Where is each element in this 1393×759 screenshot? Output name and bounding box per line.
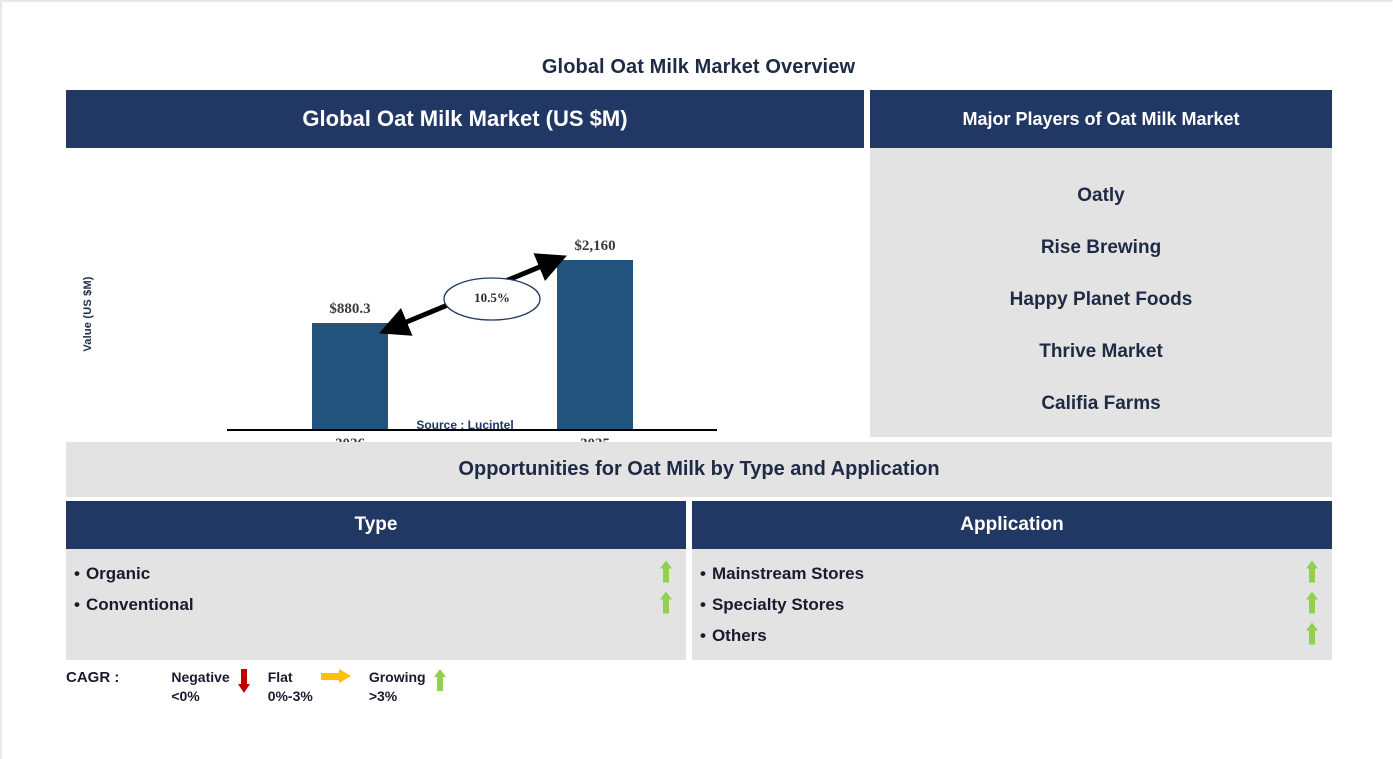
arrow-down-red-icon xyxy=(237,668,250,693)
type-item-label: Conventional xyxy=(85,594,194,614)
cagr-legend-entry-growing: Growing >3% xyxy=(369,668,454,706)
cagr-legend-title: CAGR : xyxy=(66,669,120,686)
opportunities-band-title: Opportunities for Oat Milk by Type and A… xyxy=(66,442,1332,497)
bullet-icon: • xyxy=(700,595,706,614)
bar-chart: Value (US $M) $880.3 $2,160 2026 2035 xyxy=(66,148,864,452)
bar-value-2026: $880.3 xyxy=(329,301,371,317)
application-panel: Application • Mainstream Stores • Specia… xyxy=(692,501,1332,660)
list-item: • Mainstream Stores xyxy=(692,558,1332,589)
type-item-label: Organic xyxy=(85,563,151,583)
trend-growing-arrow-up-icon xyxy=(660,560,672,587)
cagr-legend-range: <0% xyxy=(171,688,200,704)
cagr-legend-label: Growing xyxy=(368,669,426,685)
bar-2035 xyxy=(557,260,633,429)
trend-growing-arrow-up-icon xyxy=(1306,560,1318,587)
bar-value-2035: $2,160 xyxy=(574,238,616,254)
application-panel-header: Application xyxy=(692,501,1332,549)
major-players-panel: Major Players of Oat Milk Market Oatly R… xyxy=(870,90,1332,437)
list-item: • Specialty Stores xyxy=(692,589,1332,620)
application-item-label: Specialty Stores xyxy=(711,594,845,614)
trend-growing-arrow-up-icon xyxy=(1306,622,1318,649)
type-item-list: • Organic • Conventional xyxy=(66,549,686,620)
arrow-right-yellow-icon xyxy=(320,668,351,683)
type-panel-header: Type xyxy=(66,501,686,549)
bullet-icon: • xyxy=(700,564,706,583)
player-item: Thrive Market xyxy=(1039,341,1163,362)
list-item: • Conventional xyxy=(66,589,686,620)
major-players-list: Oatly Rise Brewing Happy Planet Foods Th… xyxy=(870,148,1332,437)
page-title: Global Oat Milk Market Overview xyxy=(541,56,856,78)
cagr-legend-entry-negative: Negative <0% xyxy=(171,668,257,706)
list-item: • Organic xyxy=(66,558,686,589)
application-item-list: • Mainstream Stores • Specialty Stores •… xyxy=(692,549,1332,651)
list-item: • Others xyxy=(692,620,1332,651)
player-item: Rise Brewing xyxy=(1040,237,1162,258)
bullet-icon: • xyxy=(700,626,706,645)
trend-growing-arrow-up-icon xyxy=(1306,591,1318,618)
cagr-legend-range: >3% xyxy=(368,688,398,704)
player-item: Oatly xyxy=(1077,185,1125,206)
chart-y-axis-label: Value (US $M) xyxy=(82,276,94,352)
cagr-legend-range: 0%-3% xyxy=(267,688,313,704)
trend-growing-arrow-up-icon xyxy=(660,591,672,618)
bullet-icon: • xyxy=(74,564,80,583)
market-chart-panel-header: Global Oat Milk Market (US $M) xyxy=(66,90,864,148)
bullet-icon: • xyxy=(74,595,80,614)
bar-2026 xyxy=(312,323,388,429)
cagr-legend-label: Negative xyxy=(171,669,230,685)
chart-source-note: Source : Lucintel xyxy=(416,418,514,432)
cagr-legend-label: Flat xyxy=(267,669,293,685)
cagr-callout-label: 10.5% xyxy=(474,290,510,305)
cagr-legend-entry-flat: Flat 0%-3% xyxy=(268,668,359,706)
arrow-up-green-icon xyxy=(433,668,446,691)
cagr-legend: CAGR : Negative <0% Flat 0%-3% Growing >… xyxy=(66,668,666,712)
application-item-label: Mainstream Stores xyxy=(711,563,865,583)
player-item: Happy Planet Foods xyxy=(1009,289,1193,310)
type-panel: Type • Organic • Conventional xyxy=(66,501,686,660)
major-players-panel-header: Major Players of Oat Milk Market xyxy=(870,90,1332,148)
chart-x-axis-line xyxy=(227,429,717,431)
application-item-label: Others xyxy=(711,625,767,645)
market-chart-panel: Global Oat Milk Market (US $M) Value (US… xyxy=(66,90,864,452)
player-item: Califia Farms xyxy=(1041,393,1161,414)
